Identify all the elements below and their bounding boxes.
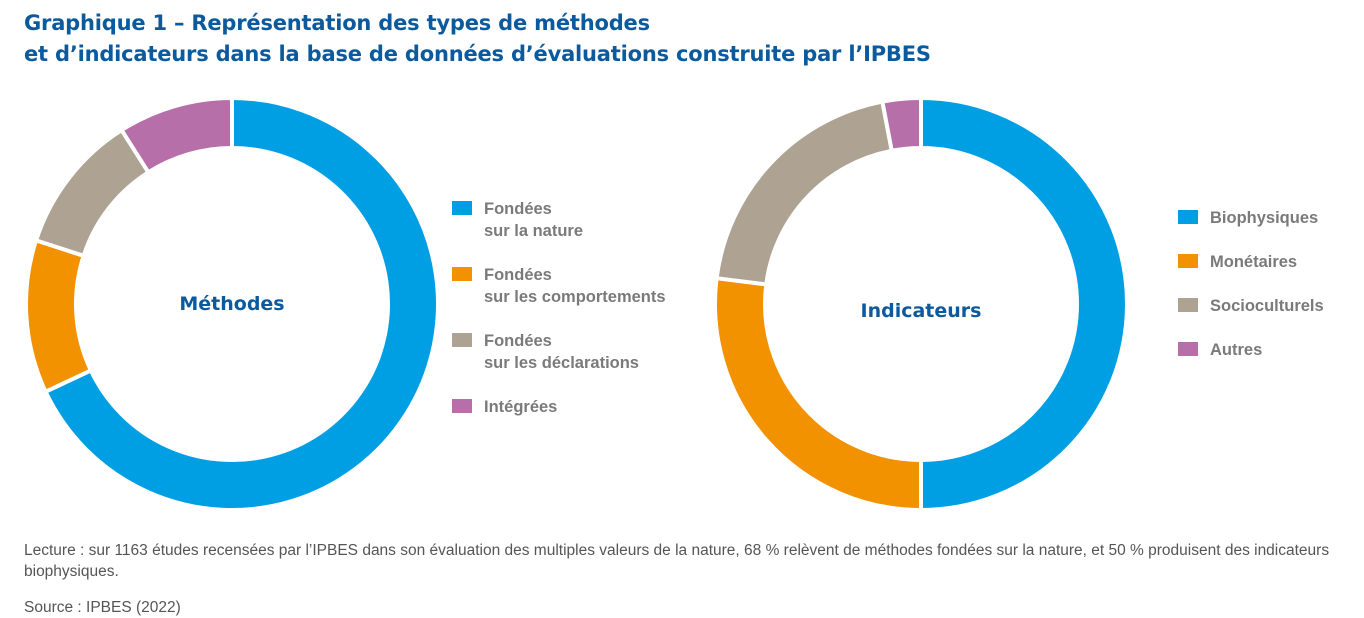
donut-slice-fondees-sur-la-nature — [42, 95, 440, 512]
donut-slice-socioculturels — [714, 99, 895, 287]
legend-swatch — [452, 399, 472, 413]
legend-item-autres: Autres — [1178, 339, 1262, 361]
legend-swatch — [452, 267, 472, 281]
donut-charts: Méthodes Indicateurs — [24, 95, 1129, 513]
legend-item-socioculturels: Socioculturels — [1178, 295, 1324, 317]
source-note: Source : IPBES (2022) — [24, 599, 181, 616]
legend-swatch — [452, 201, 472, 215]
donut-center-label: Indicateurs — [861, 300, 982, 322]
donut-slice-autres — [880, 95, 923, 154]
legend-swatch — [1178, 298, 1198, 312]
title-line-1: Graphique 1 – Représentation des types d… — [24, 11, 650, 35]
legend-item-fondees-sur-les-comportements: Fondées sur les comportements — [452, 264, 666, 308]
reading-note: Lecture : sur 1163 études recensées par … — [24, 542, 1330, 580]
donut-slice-fondees-sur-les-comportements — [24, 237, 94, 395]
legend-label: Fondées sur les comportements — [484, 266, 666, 306]
legend-item-fondees-sur-les-declarations: Fondées sur les déclarations — [452, 330, 639, 374]
legend-label: Fondées sur la nature — [484, 200, 584, 240]
legend-item-monetaires: Monétaires — [1178, 251, 1297, 273]
title-line-2: et d’indicateurs dans la base de données… — [24, 42, 931, 66]
legend-label: Intégrées — [484, 398, 558, 416]
legend-label: Biophysiques — [1210, 209, 1319, 227]
legend-label: Monétaires — [1210, 253, 1298, 271]
legend-item-biophysiques: Biophysiques — [1178, 207, 1318, 229]
legend-label: Fondées sur les déclarations — [484, 332, 639, 372]
legend-label: Autres — [1210, 341, 1263, 359]
legend-label: Socioculturels — [1210, 297, 1324, 315]
legend-swatch — [1178, 254, 1198, 268]
donut-slice-biophysiques — [919, 95, 1129, 513]
donut-center-label: Méthodes — [179, 293, 284, 315]
chart-title: Graphique 1 – Représentation des types d… — [24, 8, 931, 70]
legend-item-integrees: Intégrées — [452, 396, 557, 418]
donut-slice-integrees — [118, 95, 234, 176]
legend-item-fondees-sur-la-nature: Fondées sur la nature — [452, 198, 583, 242]
legend-swatch — [1178, 342, 1198, 356]
legend-swatch — [1178, 210, 1198, 224]
legend-swatch — [452, 333, 472, 347]
